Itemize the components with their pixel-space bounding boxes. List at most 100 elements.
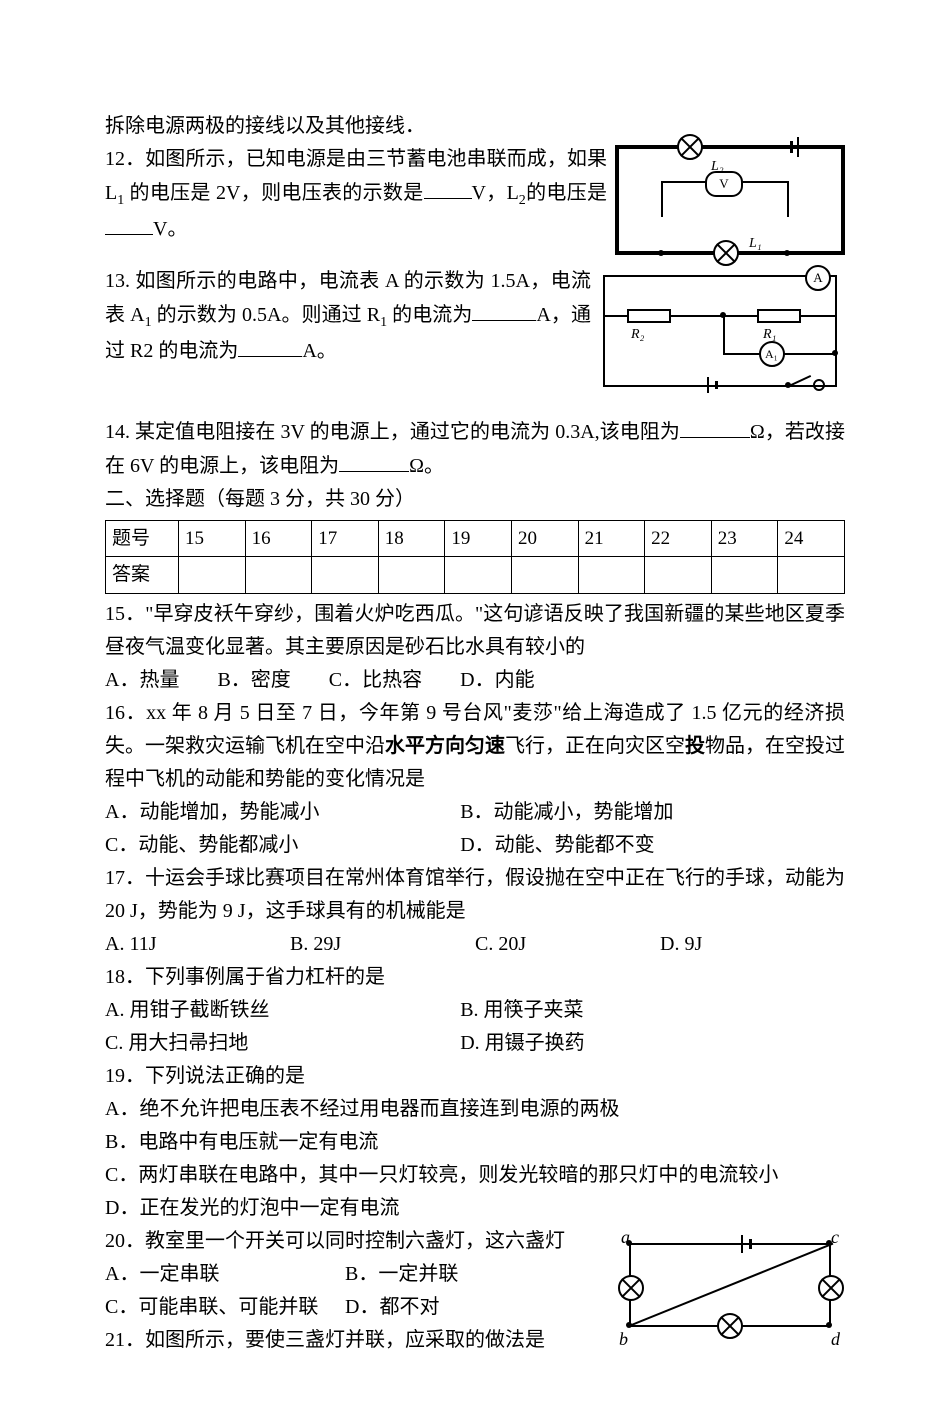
question-17: 17．十运会手球比赛项目在常州体育馆举行，假设抛在空中正在飞行的手球，动能为 2… [105,862,845,928]
q19-opt-c: C．两灯串联在电路中，其中一只灯较亮，则发光较暗的那只灯中的电流较小 [105,1159,845,1192]
q16-bold-1: 水平方向匀速 [385,735,505,757]
q14-text-a: 14. 某定值电阻接在 3V 的电源上，通过它的电流为 0.3A,该电阻为 [105,421,680,443]
label-r2: R₂ [631,323,644,346]
voltmeter-icon: V [705,171,743,197]
lamp-right-icon [818,1275,844,1301]
question-15: 15．"早穿皮袄午穿纱，围着火炉吃西瓜。"这句谚语反映了我国新疆的某些地区夏季昼… [105,598,845,664]
question-21: 21．如图所示，要使三盏灯并联，应采取的做法是 [105,1324,605,1357]
q20-opt-c: C．可能串联、可能并联 [105,1291,345,1324]
q13-blank-2 [238,334,302,357]
q16-opt-c: C．动能、势能都减小 [105,829,460,862]
q20-opt-a: A．一定串联 [105,1258,345,1291]
question-13: 13. 如图所示的电路中，电流表 A 的示数为 1.5A，电流表 A1 的示数为… [105,265,591,368]
q19-opt-d: D．正在发光的灯泡中一定有电流 [105,1192,845,1225]
q15-options: A．热量 B．密度 C．比热容 D．内能 [105,664,845,697]
lamp-left-icon [618,1275,644,1301]
ammeter-a-icon: A [805,265,831,291]
table-ans-label: 答案 [106,557,179,593]
q14-text-c: Ω。 [409,455,444,477]
q16-opt-a: A．动能增加，势能减小 [105,796,460,829]
q19-opt-a: A．绝不允许把电压表不经过用电器而直接连到电源的两极 [105,1093,845,1126]
q18-opt-b: B. 用筷子夹菜 [460,994,815,1027]
table-col-23: 23 [711,521,778,557]
table-col-18: 18 [378,521,445,557]
q17-opt-a: A. 11J [105,928,290,961]
q15-opt-d: D．内能 [460,664,534,697]
figure-q21-circuit: a c b d [613,1225,845,1343]
q15-opt-b: B．密度 [217,664,290,697]
q11-tail: 拆除电源两极的接线以及其他接线． [105,110,845,143]
lamp-l1-icon [713,240,739,266]
question-16: 16．xx 年 8 月 5 日至 7 日，今年第 9 号台风"麦莎"给上海造成了… [105,697,845,796]
table-col-24: 24 [778,521,845,557]
label-b: b [619,1325,628,1355]
q12-text-e: V。 [153,218,187,240]
q12-text-c: V，L [472,182,519,204]
table-ans-20 [511,557,578,593]
answer-table: 题号 15 16 17 18 19 20 21 22 23 24 答案 [105,520,845,594]
table-ans-24 [778,557,845,593]
q12-text-d: 的电压是 [526,182,607,204]
q15-opt-c: C．比热容 [329,664,422,697]
section-2-heading: 二、选择题（每题 3 分，共 30 分） [105,483,845,516]
table-ans-21 [578,557,645,593]
q18-opt-a: A. 用钳子截断铁丝 [105,994,460,1027]
table-col-19: 19 [445,521,512,557]
table-col-17: 17 [312,521,379,557]
q17-opt-c: C. 20J [475,928,660,961]
q18-opt-c: C. 用大扫帚扫地 [105,1027,460,1060]
question-20: 20．教室里一个开关可以同时控制六盏灯，这六盏灯 [105,1225,605,1258]
q17-opt-b: B. 29J [290,928,475,961]
lamp-l2-icon [677,134,703,160]
table-head-label: 题号 [106,521,179,557]
table-col-15: 15 [179,521,246,557]
q16-opt-d: D．动能、势能都不变 [460,829,815,862]
table-ans-22 [645,557,712,593]
q17-options: A. 11J B. 29J C. 20J D. 9J [105,928,845,961]
q17-opt-d: D. 9J [660,928,845,961]
q14-blank-1 [680,415,750,438]
q12-blank-2 [105,212,153,235]
label-l1: L₁ [749,232,762,255]
question-18: 18．下列事例属于省力杠杆的是 [105,961,845,994]
table-ans-17 [312,557,379,593]
q19-opt-b: B．电路中有电压就一定有电流 [105,1126,845,1159]
table-ans-15 [179,557,246,593]
q13-blank-1 [472,298,536,321]
label-a1: A₁ [765,345,778,365]
q12-text-b: 的电压是 2V，则电压表的示数是 [124,182,423,204]
q13-text-e: A。 [302,340,336,362]
figure-q12-circuit: L₂ L₁ V [615,145,845,255]
table-row-ans: 答案 [106,557,845,593]
resistor-r2-icon [627,309,671,323]
q16-options: A．动能增加，势能减小 B．动能减小，势能增加 C．动能、势能都减小 D．动能、… [105,796,845,862]
q20-opt-b: B．一定并联 [345,1258,585,1291]
q20-options: A．一定串联 B．一定并联 C．可能串联、可能并联 D．都不对 [105,1258,605,1324]
q12-blank-1 [424,176,472,199]
table-col-21: 21 [578,521,645,557]
table-row-head: 题号 15 16 17 18 19 20 21 22 23 24 [106,521,845,557]
table-col-20: 20 [511,521,578,557]
q18-options: A. 用钳子截断铁丝 B. 用筷子夹菜 C. 用大扫帚扫地 D. 用镊子换药 [105,994,845,1060]
label-a: a [621,1223,630,1253]
q13-sub1: 1 [145,315,152,330]
lamp-bottom-icon [717,1313,743,1339]
q18-opt-d: D. 用镊子换药 [460,1027,815,1060]
q14-blank-2 [339,449,409,472]
q16-opt-b: B．动能减小，势能增加 [460,796,815,829]
q13-text-b: 的示数为 0.5A。则通过 R [152,304,381,326]
resistor-r1-icon [757,309,801,323]
table-ans-23 [711,557,778,593]
q16-bold-2: 投 [685,735,705,757]
figure-q13-circuit: A R₂ R₁ A₁ [599,269,845,397]
question-14: 14. 某定值电阻接在 3V 的电源上，通过它的电流为 0.3A,该电阻为Ω，若… [105,415,845,483]
table-col-16: 16 [245,521,312,557]
q16-text-b: 飞行，正在向灾区空 [505,735,685,757]
q15-opt-a: A．热量 [105,664,179,697]
table-ans-18 [378,557,445,593]
label-d: d [831,1325,840,1355]
table-ans-19 [445,557,512,593]
table-col-22: 22 [645,521,712,557]
table-ans-16 [245,557,312,593]
label-c: c [831,1223,839,1253]
